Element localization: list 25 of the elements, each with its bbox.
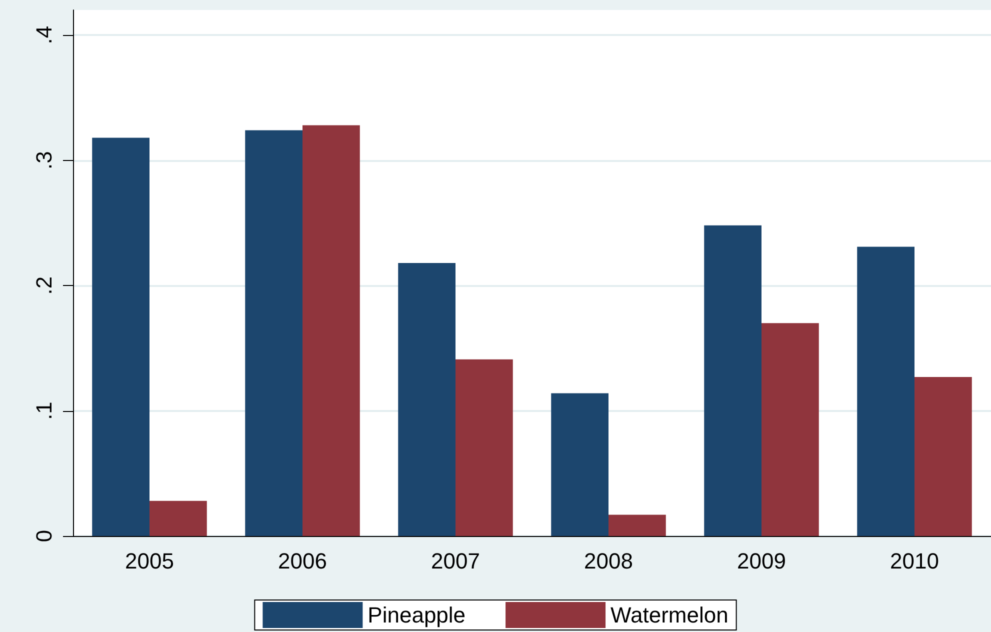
x-tick-label: 2005 bbox=[125, 548, 174, 574]
x-tick-label: 2010 bbox=[890, 548, 939, 574]
x-tick-label: 2008 bbox=[584, 548, 633, 574]
y-tick-label: .3 bbox=[32, 151, 56, 170]
y-tick-label: .4 bbox=[32, 26, 56, 44]
x-tick-label: 2009 bbox=[737, 548, 786, 574]
bar bbox=[456, 359, 513, 536]
legend-label: Pineapple bbox=[368, 602, 466, 628]
x-tick-label: 2006 bbox=[278, 548, 327, 574]
bar bbox=[150, 500, 207, 536]
y-tick-label: .2 bbox=[32, 276, 56, 295]
bar bbox=[608, 514, 666, 536]
bar bbox=[704, 225, 762, 536]
bar bbox=[302, 125, 360, 536]
bar bbox=[398, 262, 456, 536]
bar bbox=[245, 130, 302, 536]
bar bbox=[92, 138, 150, 536]
bar bbox=[551, 393, 608, 536]
y-tick-label: 0 bbox=[32, 530, 56, 542]
legend-label: Watermelon bbox=[610, 602, 728, 628]
bar bbox=[857, 246, 914, 536]
bar bbox=[762, 323, 819, 536]
bar bbox=[914, 376, 972, 536]
y-tick-label: .1 bbox=[32, 402, 56, 420]
x-tick-label: 2007 bbox=[431, 548, 480, 574]
